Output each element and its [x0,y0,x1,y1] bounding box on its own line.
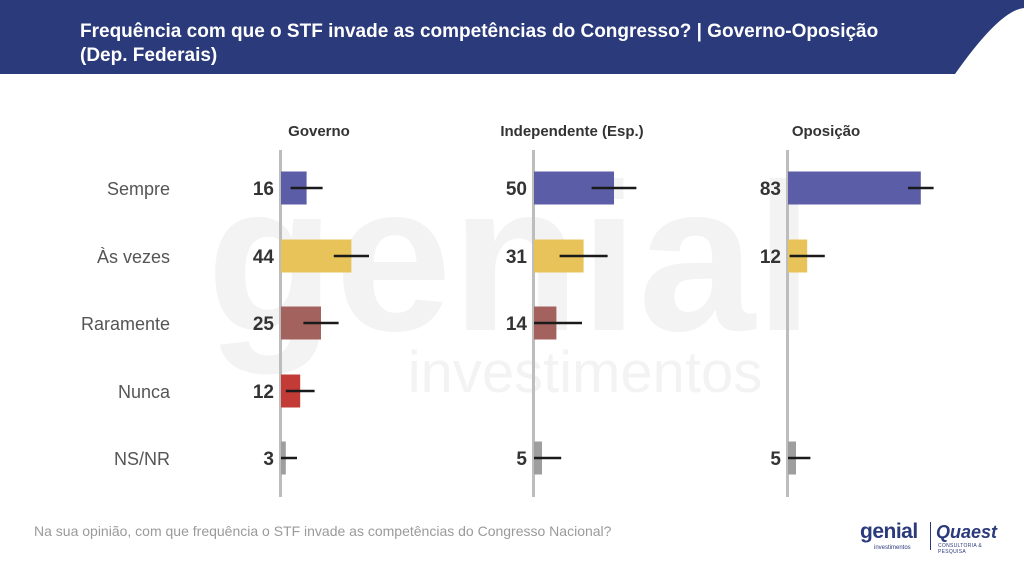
logo-divider [930,522,931,550]
category-label: Sempre [107,179,170,199]
data-label: 5 [516,449,527,470]
question-footnote: Na sua opinião, com que frequência o STF… [34,523,612,539]
category-label: Raramente [81,314,170,334]
genial-logo-sub: investimentos [874,545,911,551]
title-line-2: (Dep. Federais) [80,45,218,66]
data-label: 5 [770,449,781,470]
logos: genial investimentos Quaest CONSULTORIA … [860,520,1010,555]
data-label: 3 [263,449,274,470]
data-label: 12 [760,247,781,268]
data-label: 31 [506,247,528,268]
panel-header: Oposição [792,123,860,140]
data-label: 25 [253,314,275,335]
genial-logo: genial [860,520,918,543]
title-line-1: Frequência com que o STF invade as compe… [80,21,879,42]
category-label: Às vezes [97,247,170,267]
watermark-investimentos: investimentos [408,340,763,405]
data-label: 44 [253,247,275,268]
bar [788,171,921,205]
data-label: 12 [253,382,274,403]
data-label: 83 [760,179,781,200]
data-label: 50 [506,179,527,200]
panel-header: Governo [288,123,350,140]
data-label: 16 [253,179,274,200]
category-label: NS/NR [114,449,170,469]
header-background [0,0,1024,74]
quaest-logo-sub: CONSULTORIA & PESQUISA [938,543,983,555]
quaest-logo: Quaest [936,522,998,542]
category-label: Nunca [118,382,171,402]
panel-header: Independente (Esp.) [500,123,643,140]
header-banner: Frequência com que o STF invade as compe… [0,0,1024,74]
chart-title: Frequência com que o STF invade as compe… [80,20,980,68]
data-label: 14 [506,314,528,335]
